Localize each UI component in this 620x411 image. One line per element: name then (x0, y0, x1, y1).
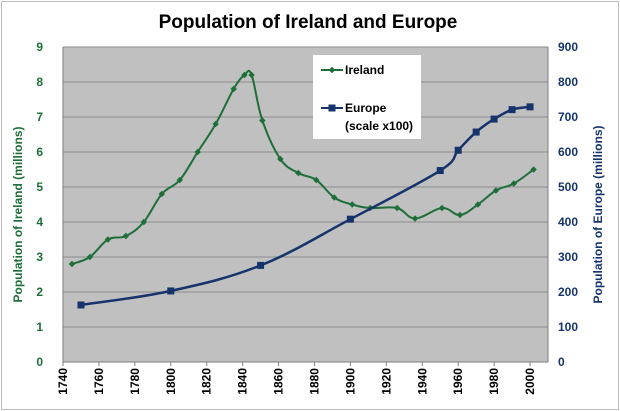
ireland-data-point (140, 218, 148, 226)
x-axis-ticks: 1740 1760 1780 1800 1820 1840 1860 1880 1900 1920… (56, 362, 537, 395)
ireland-data-point (456, 211, 464, 219)
left-tick-label: 3 (36, 250, 43, 264)
x-tick-label: 1760 (92, 368, 106, 395)
ireland-data-point (230, 85, 237, 93)
europe-data-point (508, 106, 516, 114)
ireland-data-point (194, 148, 201, 156)
ireland-data-point (438, 204, 446, 212)
x-tick-label: 2000 (523, 368, 537, 395)
ireland-data-point (492, 187, 500, 194)
left-axis-title: Population of Ireland (millions) (11, 126, 25, 302)
europe-data-point (167, 287, 175, 295)
chart-title: Population of Ireland and Europe (159, 12, 458, 33)
ireland-data-point (259, 117, 266, 124)
ireland-data-point (331, 194, 338, 201)
right-tick-label: 0 (558, 355, 565, 369)
right-tick-label: 900 (558, 40, 578, 54)
x-tick-label: 1940 (415, 368, 429, 395)
legend-ireland-marker (328, 66, 336, 74)
ireland-data-point (212, 120, 219, 128)
x-tick-label: 1980 (487, 368, 501, 395)
ireland-data-point (277, 155, 284, 163)
right-tick-label: 700 (558, 110, 578, 124)
europe-data-point (257, 261, 265, 269)
ireland-data-point (86, 253, 94, 261)
ireland-data-point (393, 204, 401, 212)
ireland-data-point (176, 176, 183, 184)
right-axis-ticks: 0 100 200 300 400 500 600 700 800 900 (558, 40, 578, 369)
x-tick-label: 1740 (56, 368, 70, 395)
europe-data-point (526, 103, 534, 111)
ireland-data-point (474, 201, 482, 208)
ireland-data-point (68, 260, 76, 268)
x-tick-label: 1820 (200, 368, 214, 395)
left-tick-label: 9 (36, 40, 43, 54)
series-layer (68, 69, 537, 309)
europe-data-point (490, 115, 498, 123)
x-tick-label: 1840 (236, 368, 250, 395)
x-tick-label: 1800 (164, 368, 178, 395)
right-tick-label: 800 (558, 75, 578, 89)
x-tick-label: 1960 (451, 368, 465, 395)
x-tick-label: 1900 (343, 368, 357, 395)
left-tick-label: 1 (36, 320, 43, 334)
legend: Ireland Europe (scale x100) (313, 55, 421, 139)
left-tick-label: 5 (36, 180, 43, 194)
ireland-data-point (104, 236, 112, 243)
ireland-data-point (295, 169, 302, 177)
ireland-data-point (158, 190, 165, 198)
plot-area (63, 47, 548, 362)
europe-data-point (436, 167, 444, 175)
europe-data-point (346, 215, 354, 223)
right-tick-label: 100 (558, 320, 578, 334)
right-tick-label: 600 (558, 145, 578, 159)
x-tick-label: 1860 (272, 368, 286, 395)
ireland-data-point (313, 176, 320, 184)
europe-data-point (77, 301, 85, 309)
x-tick-label: 1880 (307, 368, 321, 395)
axes (62, 47, 549, 363)
legend-ireland-label: Ireland (345, 63, 384, 77)
left-axis-ticks: 0 1 2 3 4 5 6 7 8 9 (36, 40, 43, 369)
ireland-data-point (241, 71, 248, 79)
right-tick-label: 400 (558, 215, 578, 229)
legend-europe-label: Europe (345, 101, 387, 115)
right-axis-title: Population of Europe (millions) (591, 126, 605, 304)
x-tick-label: 1920 (379, 368, 393, 395)
ireland-data-point (349, 201, 356, 208)
ireland-data-point (122, 232, 130, 240)
right-tick-label: 200 (558, 285, 578, 299)
right-tick-label: 500 (558, 180, 578, 194)
ireland-data-point (411, 215, 419, 222)
legend-europe-marker (328, 104, 336, 112)
ireland-data-point (530, 166, 537, 173)
legend-europe-scale-note: (scale x100) (345, 119, 413, 133)
left-tick-label: 8 (36, 75, 43, 89)
left-tick-label: 6 (36, 145, 43, 159)
left-tick-label: 7 (36, 110, 43, 124)
left-tick-label: 4 (36, 215, 43, 229)
x-tick-label: 1780 (128, 368, 142, 395)
europe-data-point (472, 128, 480, 136)
right-tick-label: 300 (558, 250, 578, 264)
europe-data-point (454, 146, 462, 154)
left-tick-label: 0 (36, 355, 43, 369)
ireland-data-point (510, 180, 518, 187)
ireland-data-point (248, 71, 255, 79)
grid-lines (63, 46, 548, 363)
left-tick-label: 2 (36, 285, 43, 299)
